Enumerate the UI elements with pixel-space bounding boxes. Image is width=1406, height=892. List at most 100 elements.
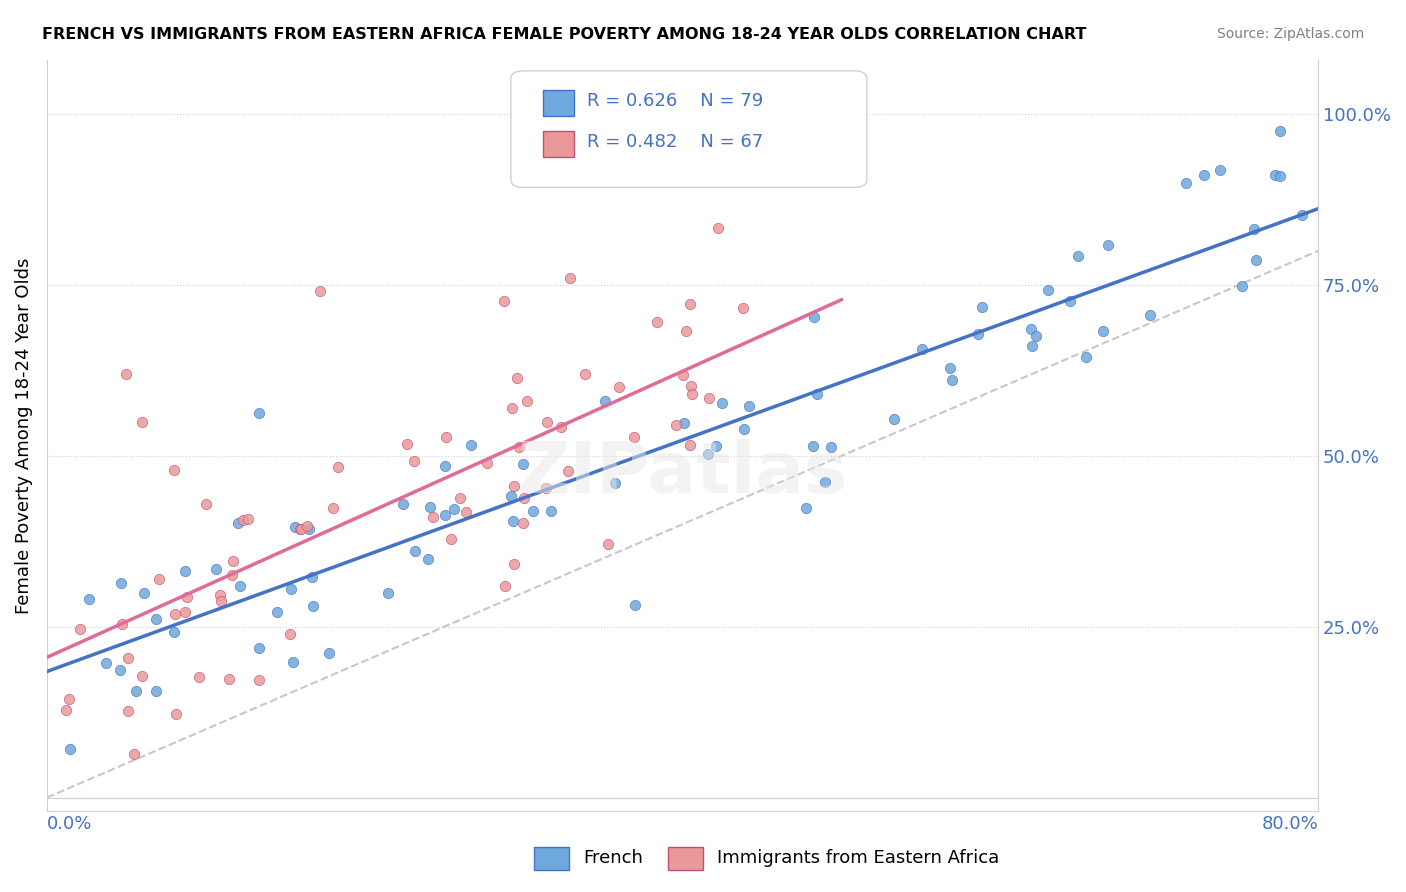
French bbox=[710, 396, 733, 410]
French bbox=[1268, 123, 1291, 137]
Immigrants from Eastern Africa bbox=[55, 703, 77, 717]
Immigrants from Eastern Africa bbox=[675, 324, 697, 338]
French bbox=[939, 361, 962, 376]
French bbox=[1270, 169, 1292, 183]
French bbox=[1038, 283, 1060, 297]
French bbox=[460, 437, 482, 451]
French bbox=[266, 605, 288, 619]
Immigrants from Eastern Africa bbox=[295, 518, 318, 533]
Immigrants from Eastern Africa bbox=[449, 491, 471, 505]
Immigrants from Eastern Africa bbox=[238, 512, 260, 526]
Immigrants from Eastern Africa bbox=[440, 533, 463, 547]
Immigrants from Eastern Africa bbox=[706, 221, 728, 235]
French bbox=[814, 475, 837, 489]
Immigrants from Eastern Africa bbox=[165, 607, 187, 622]
French bbox=[801, 439, 824, 453]
Immigrants from Eastern Africa bbox=[733, 301, 755, 315]
Text: French: French bbox=[583, 849, 644, 867]
French bbox=[1076, 351, 1098, 365]
French bbox=[392, 497, 415, 511]
French bbox=[298, 523, 321, 537]
French bbox=[418, 551, 440, 566]
Immigrants from Eastern Africa bbox=[165, 706, 187, 721]
Immigrants from Eastern Africa bbox=[596, 537, 619, 551]
Immigrants from Eastern Africa bbox=[607, 380, 630, 394]
French bbox=[205, 562, 228, 576]
French bbox=[1246, 252, 1268, 267]
French bbox=[125, 684, 148, 698]
Y-axis label: Female Poverty Among 18-24 Year Olds: Female Poverty Among 18-24 Year Olds bbox=[15, 257, 32, 614]
French bbox=[247, 406, 270, 420]
Immigrants from Eastern Africa bbox=[697, 391, 720, 405]
French bbox=[593, 394, 616, 409]
French bbox=[803, 310, 825, 325]
French bbox=[163, 625, 186, 640]
Immigrants from Eastern Africa bbox=[436, 430, 458, 444]
Immigrants from Eastern Africa bbox=[115, 367, 138, 381]
Text: ZIPatlas: ZIPatlas bbox=[517, 439, 848, 508]
French bbox=[1097, 237, 1119, 252]
French bbox=[280, 582, 302, 596]
Immigrants from Eastern Africa bbox=[494, 293, 516, 308]
French bbox=[94, 656, 117, 670]
French bbox=[1175, 176, 1198, 190]
Immigrants from Eastern Africa bbox=[194, 497, 217, 511]
Bar bbox=[543, 90, 575, 116]
French bbox=[174, 564, 197, 578]
Immigrants from Eastern Africa bbox=[326, 460, 349, 475]
Immigrants from Eastern Africa bbox=[679, 297, 702, 311]
Immigrants from Eastern Africa bbox=[209, 594, 232, 608]
Immigrants from Eastern Africa bbox=[110, 617, 132, 632]
Immigrants from Eastern Africa bbox=[176, 590, 198, 604]
French bbox=[434, 508, 457, 522]
Immigrants from Eastern Africa bbox=[494, 579, 516, 593]
Immigrants from Eastern Africa bbox=[247, 673, 270, 687]
Immigrants from Eastern Africa bbox=[501, 401, 523, 416]
Immigrants from Eastern Africa bbox=[672, 368, 695, 382]
French bbox=[1092, 324, 1115, 338]
Immigrants from Eastern Africa bbox=[131, 415, 153, 429]
Immigrants from Eastern Africa bbox=[288, 522, 311, 536]
Text: Immigrants from Eastern Africa: Immigrants from Eastern Africa bbox=[717, 849, 1000, 867]
Text: 0.0%: 0.0% bbox=[46, 814, 93, 833]
French bbox=[1059, 294, 1081, 309]
Text: Source: ZipAtlas.com: Source: ZipAtlas.com bbox=[1216, 27, 1364, 41]
Immigrants from Eastern Africa bbox=[508, 440, 530, 454]
French bbox=[281, 655, 304, 669]
French bbox=[145, 684, 167, 698]
Immigrants from Eastern Africa bbox=[131, 669, 153, 683]
French bbox=[228, 579, 250, 593]
Immigrants from Eastern Africa bbox=[475, 456, 498, 470]
French bbox=[733, 422, 755, 436]
French bbox=[1230, 278, 1253, 293]
Immigrants from Eastern Africa bbox=[645, 315, 668, 329]
French bbox=[59, 741, 82, 756]
French bbox=[522, 504, 544, 518]
Immigrants from Eastern Africa bbox=[516, 394, 538, 409]
Immigrants from Eastern Africa bbox=[679, 438, 702, 452]
Immigrants from Eastern Africa bbox=[623, 430, 645, 444]
Immigrants from Eastern Africa bbox=[69, 623, 91, 637]
Immigrants from Eastern Africa bbox=[208, 589, 231, 603]
French bbox=[697, 447, 720, 461]
French bbox=[1021, 339, 1043, 353]
French bbox=[1019, 322, 1042, 336]
Text: R = 0.626    N = 79: R = 0.626 N = 79 bbox=[588, 92, 763, 110]
French bbox=[318, 646, 340, 660]
Immigrants from Eastern Africa bbox=[560, 271, 582, 285]
Immigrants from Eastern Africa bbox=[512, 516, 534, 531]
French bbox=[512, 457, 534, 471]
French bbox=[540, 503, 562, 517]
Immigrants from Eastern Africa bbox=[117, 704, 139, 718]
Text: FRENCH VS IMMIGRANTS FROM EASTERN AFRICA FEMALE POVERTY AMONG 18-24 YEAR OLDS CO: FRENCH VS IMMIGRANTS FROM EASTERN AFRICA… bbox=[42, 27, 1087, 42]
French bbox=[77, 592, 100, 607]
Immigrants from Eastern Africa bbox=[322, 501, 344, 516]
French bbox=[443, 501, 465, 516]
Immigrants from Eastern Africa bbox=[536, 416, 558, 430]
Immigrants from Eastern Africa bbox=[404, 454, 426, 468]
French bbox=[605, 475, 627, 490]
Immigrants from Eastern Africa bbox=[456, 505, 478, 519]
Immigrants from Eastern Africa bbox=[396, 437, 419, 451]
French bbox=[433, 458, 456, 473]
French bbox=[673, 416, 696, 430]
